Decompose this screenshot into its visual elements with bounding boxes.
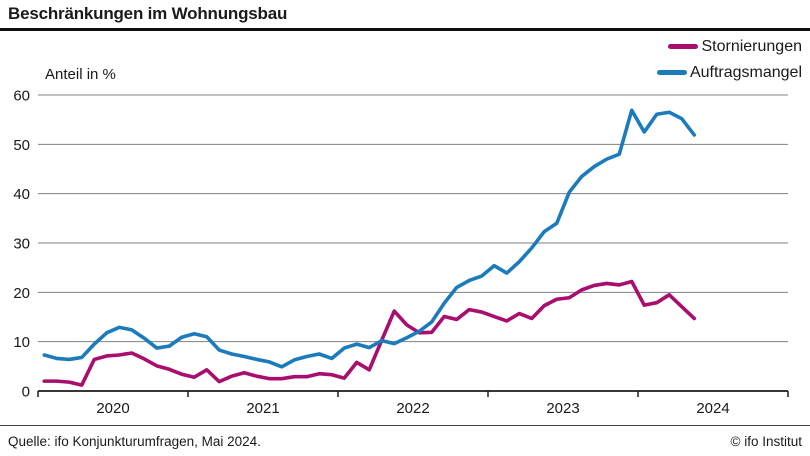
y-tick-label-10: 10 xyxy=(13,334,30,351)
legend-label-stornierungen: Stornierungen xyxy=(701,37,802,55)
y-tick-label-0: 0 xyxy=(22,384,30,401)
x-tick-label-2022: 2022 xyxy=(396,400,429,417)
y-tick-label-30: 30 xyxy=(13,236,30,253)
copyright-note: © ifo Institut xyxy=(730,434,802,449)
x-tick-label-2020: 2020 xyxy=(96,400,129,417)
legend-swatch-stornierungen xyxy=(668,44,699,49)
x-tick-label-2024: 2024 xyxy=(696,400,729,417)
footer-rule xyxy=(0,425,810,426)
y-tick-label-50: 50 xyxy=(13,137,30,154)
y-tick-label-20: 20 xyxy=(13,285,30,302)
legend-label-auftragsmangel: Auftragsmangel xyxy=(689,63,802,81)
chart-title: Beschränkungen im Wohnungsbau xyxy=(8,4,288,23)
legend-item-stornierungen: Stornierungen xyxy=(668,36,802,57)
x-tick-label-2021: 2021 xyxy=(246,400,279,417)
footer: Quelle: ifo Konjunkturumfragen, Mai 2024… xyxy=(0,430,810,452)
legend-item-auftragsmangel: Auftragsmangel xyxy=(656,62,802,83)
x-tick-label-2023: 2023 xyxy=(546,400,579,417)
y-axis-unit-label: Anteil in % xyxy=(45,66,116,83)
y-tick-label-60: 60 xyxy=(13,88,30,105)
source-note: Quelle: ifo Konjunkturumfragen, Mai 2024… xyxy=(8,434,261,449)
series-line-stornierungen xyxy=(42,279,697,387)
y-tick-label-40: 40 xyxy=(13,186,30,203)
title-rule xyxy=(0,28,810,31)
legend: Stornierungen Auftragsmangel xyxy=(656,36,802,83)
series-line-auftragsmangel xyxy=(42,108,697,369)
legend-swatch-auftragsmangel xyxy=(656,70,687,75)
